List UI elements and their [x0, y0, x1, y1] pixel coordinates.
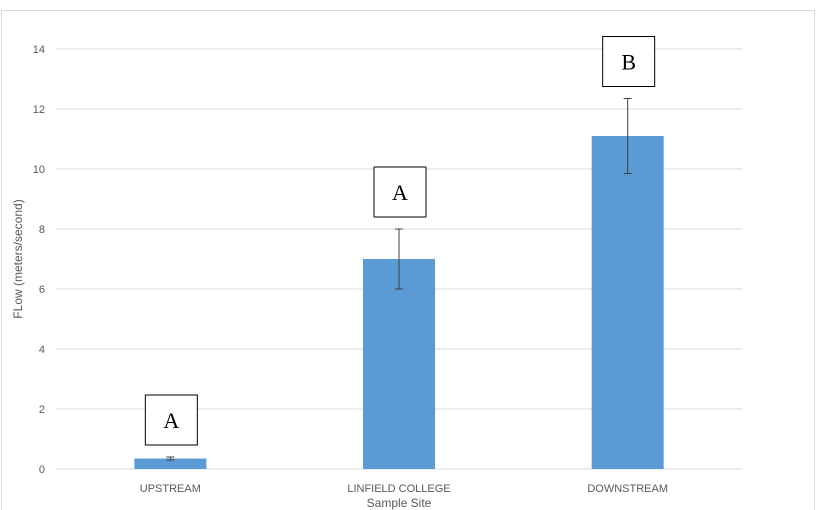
x-tick-label: UPSTREAM [140, 483, 201, 495]
bar [591, 136, 664, 469]
bar [363, 259, 435, 469]
error-bar [395, 228, 403, 290]
x-tick-labels: UPSTREAM LINFIELD COLLEGE DOWNSTREAM [140, 483, 668, 495]
y-tick-label: 0 [39, 464, 45, 476]
error-bars [166, 98, 632, 461]
significance-letter: A [373, 166, 427, 218]
significance-letter: B [602, 36, 656, 87]
error-bar [623, 98, 632, 174]
chart-border [1, 10, 815, 510]
bars [134, 136, 664, 469]
y-tick-label: 12 [33, 104, 45, 116]
y-tick-label: 10 [33, 164, 45, 176]
significance-letter-text: A [163, 408, 179, 433]
x-axis-title: Sample Site [367, 496, 432, 510]
bar [134, 458, 207, 469]
significance-letter-text: B [621, 50, 636, 75]
x-tick-label: DOWNSTREAM [587, 483, 668, 495]
y-tick-label: 2 [39, 404, 45, 416]
y-tick-label: 8 [39, 224, 45, 236]
y-tick-label: 4 [39, 344, 45, 356]
y-tick-label: 6 [39, 284, 45, 296]
y-tick-label: 14 [33, 44, 45, 56]
y-axis-title: FLow (meters/second) [11, 199, 25, 318]
y-tick-labels: 0 2 4 6 8 10 12 14 [33, 44, 45, 476]
significance-letter: A [144, 394, 198, 446]
significance-annotations: A A B [144, 36, 656, 446]
significance-letter-text: A [392, 180, 408, 205]
error-bar [166, 456, 175, 461]
x-tick-label: LINFIELD COLLEGE [347, 483, 450, 495]
